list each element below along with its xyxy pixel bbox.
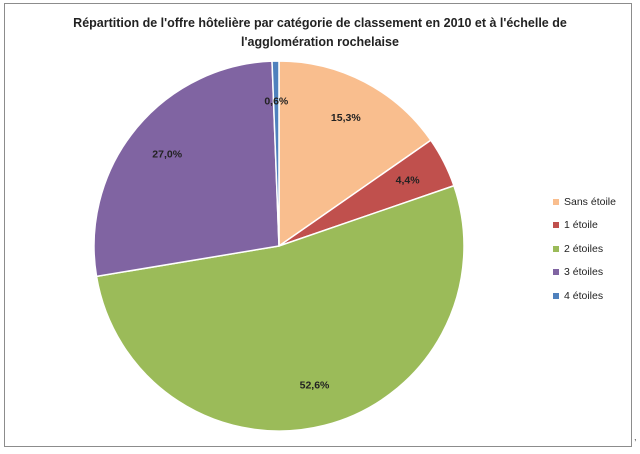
legend-item-3-etoiles: 3 étoiles (553, 261, 616, 285)
legend-label: 4 étoiles (564, 289, 604, 302)
pie-value-label-1-etoile: 4,4% (396, 174, 421, 186)
pie-slice-2-etoiles (95, 184, 465, 432)
stray-mark: , (634, 432, 637, 442)
legend-label: 3 étoiles (564, 266, 604, 279)
pie-value-label-3-etoiles: 27,0% (152, 149, 182, 161)
legend-swatch (553, 222, 559, 229)
pie-slice-3-etoiles (93, 60, 280, 278)
legend-label: 1 étoile (564, 219, 598, 232)
legend-item-4-etoiles: 4 étoiles (553, 284, 616, 308)
legend-label: 2 étoiles (564, 242, 604, 255)
legend-item-sans-etoile: Sans étoile (553, 190, 616, 214)
pie-slice-4-etoiles (271, 60, 280, 247)
legend-item-2-etoiles: 2 étoiles (553, 237, 616, 261)
pie-slice-sans-etoile (278, 60, 432, 248)
legend-label: Sans étoile (564, 195, 616, 208)
pie-slices (93, 60, 465, 432)
legend-swatch (553, 245, 559, 252)
pie-value-label-4-etoiles: 0,6% (264, 95, 289, 107)
legend-swatch (553, 292, 559, 299)
chart-legend: Sans étoile 1 étoile 2 étoiles 3 étoiles… (553, 190, 616, 308)
legend-swatch (553, 269, 559, 276)
legend-item-1-etoile: 1 étoile (553, 214, 616, 238)
chart-title: Répartition de l'offre hôtelière par cat… (40, 14, 600, 52)
legend-swatch (553, 198, 559, 205)
chart-title-line-2: l'agglomération rochelaise (241, 35, 399, 49)
pie-value-label-sans-etoile: 15,3% (331, 112, 361, 124)
pie-value-label-2-etoiles: 52,6% (300, 380, 330, 392)
pie-value-labels: 15,3% 4,4% 52,6% 27,0% 0,6% (152, 95, 420, 391)
chart-title-line-1: Répartition de l'offre hôtelière par cat… (73, 16, 567, 30)
